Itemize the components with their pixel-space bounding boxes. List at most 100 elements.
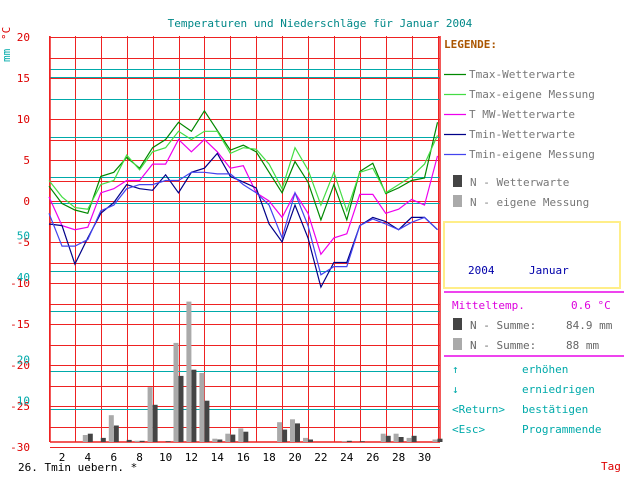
precip-bar-wetterwarte — [398, 437, 404, 442]
precip-bar-eigene — [186, 301, 192, 442]
y-tick-temp: -5 — [17, 236, 30, 249]
legend-label: Tmax-Wetterwarte — [469, 68, 575, 81]
legend-label: N - Wetterwarte — [470, 176, 569, 189]
return-key[interactable]: <Return> — [452, 403, 505, 416]
precip-bar-eigene — [290, 419, 295, 442]
precip-bar-wetterwarte — [87, 433, 93, 442]
y-tick-temp: -25 — [10, 400, 30, 413]
arrow-up-icon[interactable]: ↑ — [452, 363, 459, 376]
mean-temp-value: 0.6 °C — [571, 299, 611, 312]
precip-bar-wetterwarte — [295, 423, 300, 442]
sum-icon-dark — [453, 318, 462, 330]
precip-bar-wetterwarte — [152, 404, 158, 442]
mean-temp-label: Mitteltemp. — [452, 299, 525, 312]
control-raise-label[interactable]: erhöhen — [522, 363, 568, 376]
precip-bar-wetterwarte — [411, 435, 417, 442]
sum2-value: 88 mm — [566, 339, 599, 352]
precip-bar-wetterwarte — [217, 439, 223, 442]
x-tick-label: 22 — [314, 451, 327, 464]
precip-bar-eigene — [277, 422, 283, 442]
legend-label: Tmin-eigene Messung — [469, 148, 595, 161]
precip-bar-eigene — [108, 415, 114, 442]
legend-label: T MW-Wetterwarte — [469, 108, 575, 121]
precip-bar-eigene — [199, 373, 205, 442]
y-tick-temp: 0 — [23, 195, 30, 208]
precip-bar-eigene — [134, 440, 140, 442]
legend-swatch-bar — [453, 175, 462, 187]
y-tick-temp: -30 — [10, 441, 30, 454]
precip-bar-eigene — [393, 433, 399, 442]
sum1-label: N - Summe: — [470, 319, 536, 332]
precip-bar-wetterwarte — [243, 431, 249, 442]
x-tick-label: 10 — [159, 451, 172, 464]
control-lower-label[interactable]: erniedrigen — [522, 383, 595, 396]
control-confirm-label[interactable]: bestätigen — [522, 403, 588, 416]
precip-bar-eigene — [303, 437, 308, 442]
legend-label: N - eigene Messung — [470, 196, 589, 209]
precip-bar-eigene — [341, 441, 347, 442]
precip-bar-wetterwarte — [139, 440, 145, 442]
sum1-value: 84.9 mm — [566, 319, 613, 332]
precip-bar-wetterwarte — [113, 425, 119, 442]
y-tick-temp: -15 — [10, 318, 30, 331]
x-tick-label: 6 — [110, 451, 117, 464]
x-tick-label: 12 — [185, 451, 198, 464]
control-exit-label[interactable]: Programmende — [522, 423, 601, 436]
precip-bar-wetterwarte — [230, 434, 236, 442]
y-tick-temp: 20 — [17, 31, 30, 44]
y-tick-precip: 40 — [17, 271, 30, 284]
period-year: 2004 — [468, 264, 495, 277]
precip-bar-eigene — [238, 428, 244, 442]
x-tick-label: 28 — [392, 451, 405, 464]
esc-key[interactable]: <Esc> — [452, 423, 485, 436]
y-tick-temp: 15 — [17, 72, 30, 85]
sum2-label: N - Summe: — [470, 339, 536, 352]
legend-title: LEGENDE: — [444, 38, 497, 51]
temp-line-5 — [48, 171, 438, 276]
y-unit-celsius: °C — [0, 27, 13, 40]
precipitation-bars — [82, 301, 443, 442]
x-axis-labels: 2 4 6 8 10 12 14 16 18 20 22 24 26 28 30 — [59, 451, 431, 464]
precip-bar-wetterwarte — [178, 375, 184, 442]
x-tick-label: 4 — [84, 451, 91, 464]
x-tick-label: 18 — [262, 451, 275, 464]
x-tick-label: 30 — [418, 451, 431, 464]
precip-bar-wetterwarte — [385, 435, 391, 442]
y-tick-temp: 10 — [17, 113, 30, 126]
temp-line-4 — [48, 152, 438, 289]
precip-bar-eigene — [380, 433, 386, 442]
precip-bar-wetterwarte — [359, 441, 365, 442]
precip-bar-eigene — [173, 342, 179, 442]
status-line: 26. Tmin uebern. * — [18, 461, 138, 474]
precip-bar-eigene — [225, 433, 231, 442]
precip-bar-wetterwarte — [165, 441, 171, 442]
x-tick-label: 14 — [211, 451, 225, 464]
y-tick-precip: 10 — [17, 395, 30, 408]
keyboard-controls: ↑ erhöhen ↓ erniedrigen <Return> bestäti… — [452, 363, 601, 436]
precip-bar-eigene — [212, 438, 218, 442]
y-tick-precip: 20 — [17, 353, 30, 366]
precip-bar-wetterwarte — [204, 400, 210, 442]
legend-label: Tmin-Wetterwarte — [469, 128, 575, 141]
precip-bar-wetterwarte — [100, 437, 106, 442]
precip-bar-eigene — [432, 439, 438, 442]
legend-panel: LEGENDE: Tmax-Wetterwarte Tmax-eigene Mes… — [444, 38, 595, 209]
legend-label: Tmax-eigene Messung — [469, 88, 595, 101]
precip-bar-eigene — [82, 435, 88, 442]
precip-bar-wetterwarte — [282, 429, 288, 442]
sum-icon-light — [453, 338, 462, 350]
plot-grid — [49, 36, 441, 448]
precip-bar-eigene — [147, 387, 153, 442]
x-tick-label: 8 — [136, 451, 143, 464]
temp-line-3 — [48, 138, 439, 256]
x-tick-label: 16 — [237, 451, 250, 464]
temp-line-1 — [48, 109, 439, 222]
arrow-down-icon[interactable]: ↓ — [452, 383, 459, 396]
temp-line-2 — [48, 130, 439, 213]
precip-bar-wetterwarte — [346, 440, 352, 442]
y-unit-mm: mm — [0, 48, 13, 62]
precip-bar-wetterwarte — [191, 369, 197, 442]
precip-bar-eigene — [406, 437, 412, 442]
